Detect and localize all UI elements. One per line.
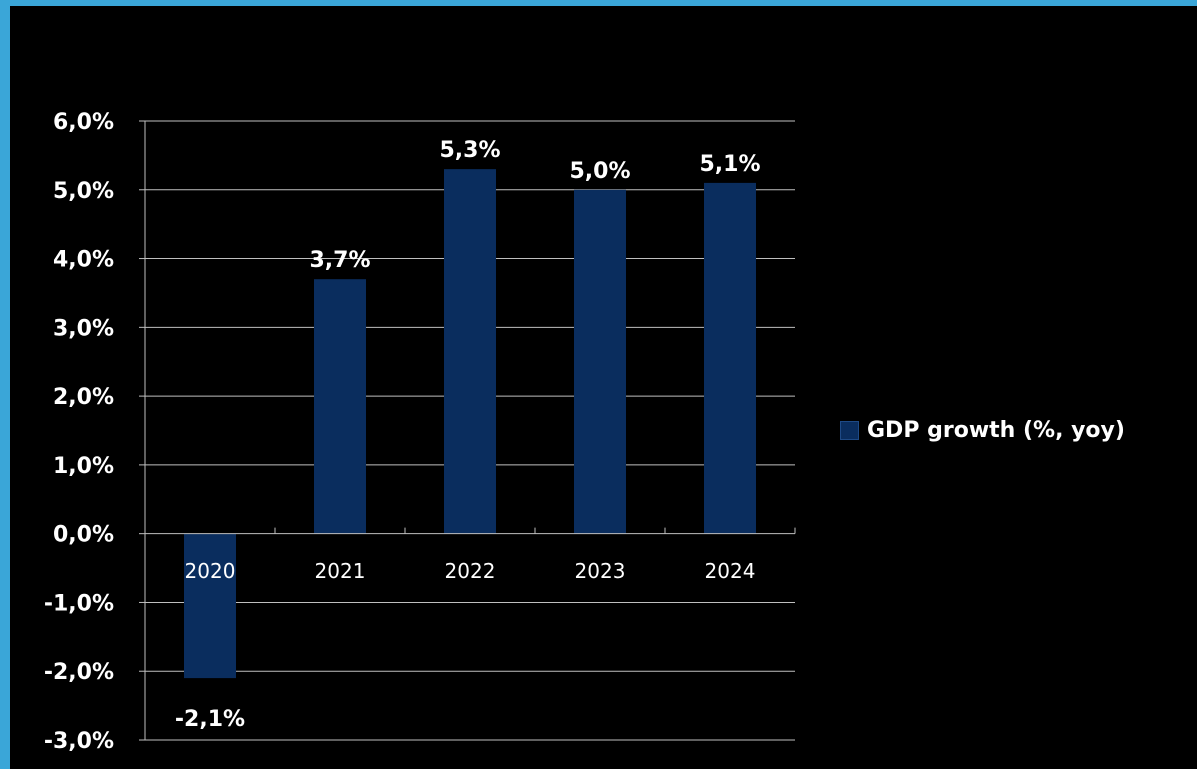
bar-2020 xyxy=(184,533,236,679)
y-tick-label: 0,0% xyxy=(53,523,114,548)
bar-2021 xyxy=(314,279,366,534)
x-category-label: 2023 xyxy=(575,559,626,583)
bar-2022 xyxy=(444,169,496,534)
y-tick-label: -2,0% xyxy=(44,660,114,685)
x-category-label: 2021 xyxy=(315,559,366,583)
y-tick-label: -3,0% xyxy=(44,729,114,754)
frame-top-border xyxy=(0,0,1197,6)
data-label: 5,1% xyxy=(699,152,760,177)
bar-2024 xyxy=(704,182,756,534)
y-tick-label: 5,0% xyxy=(53,179,114,204)
x-category-label: 2020 xyxy=(185,559,236,583)
x-category-label: 2024 xyxy=(705,559,756,583)
x-category-label: 2022 xyxy=(445,559,496,583)
data-label: 3,7% xyxy=(309,248,370,273)
data-label: 5,3% xyxy=(439,138,500,163)
data-label: -2,1% xyxy=(175,707,245,732)
bar-2023 xyxy=(574,189,626,534)
legend-swatch xyxy=(840,421,859,440)
y-tick-label: 3,0% xyxy=(53,316,114,341)
y-tick-label: 4,0% xyxy=(53,248,114,273)
legend-label: GDP growth (%, yoy) xyxy=(867,418,1125,443)
y-tick-label: 2,0% xyxy=(53,385,114,410)
data-label: 5,0% xyxy=(569,159,630,184)
frame-left-border xyxy=(0,0,10,769)
y-tick-label: -1,0% xyxy=(44,591,114,616)
y-tick-label: 1,0% xyxy=(53,454,114,479)
y-tick-label: 6,0% xyxy=(53,110,114,135)
legend: GDP growth (%, yoy) xyxy=(840,418,1125,443)
